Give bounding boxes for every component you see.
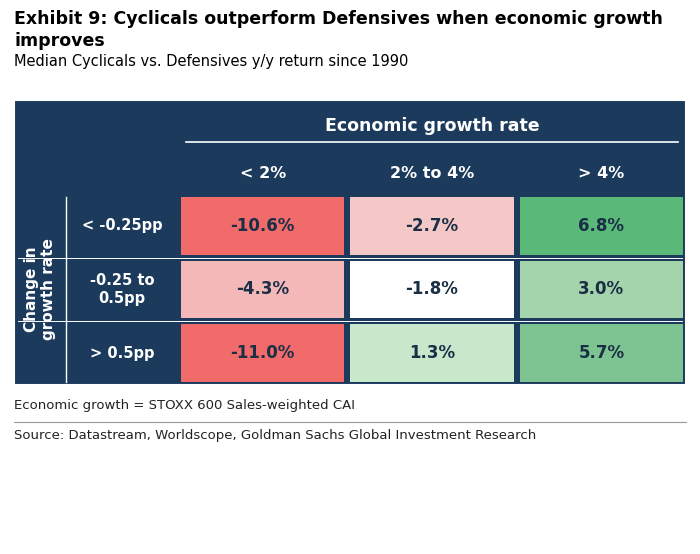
Bar — [14, 100, 686, 385]
Text: -11.0%: -11.0% — [230, 344, 295, 362]
Text: Median Cyclicals vs. Defensives y/y return since 1990: Median Cyclicals vs. Defensives y/y retu… — [14, 54, 408, 69]
Text: Exhibit 9: Cyclicals outperform Defensives when economic growth
improves: Exhibit 9: Cyclicals outperform Defensiv… — [14, 10, 663, 50]
Text: > 0.5pp: > 0.5pp — [90, 346, 154, 361]
Text: Change in
growth rate: Change in growth rate — [24, 239, 56, 341]
Bar — [181, 324, 344, 382]
Text: -1.8%: -1.8% — [405, 280, 458, 299]
Bar — [519, 324, 683, 382]
Bar — [181, 261, 344, 319]
Bar — [350, 324, 514, 382]
Bar — [519, 261, 683, 319]
Bar — [350, 261, 514, 319]
Text: Source: Datastream, Worldscope, Goldman Sachs Global Investment Research: Source: Datastream, Worldscope, Goldman … — [14, 429, 536, 442]
Text: 6.8%: 6.8% — [578, 217, 624, 235]
Text: 5.7%: 5.7% — [578, 344, 624, 362]
Bar — [14, 100, 686, 385]
Text: 3.0%: 3.0% — [578, 280, 624, 299]
Text: -4.3%: -4.3% — [236, 280, 289, 299]
Text: > 4%: > 4% — [578, 166, 624, 181]
Text: Economic growth rate: Economic growth rate — [325, 117, 539, 135]
Bar — [519, 197, 683, 255]
Text: < 2%: < 2% — [239, 166, 286, 181]
Text: -10.6%: -10.6% — [230, 217, 295, 235]
Bar — [181, 197, 344, 255]
Text: 1.3%: 1.3% — [409, 344, 455, 362]
Text: -0.25 to
0.5pp: -0.25 to 0.5pp — [90, 273, 154, 306]
Text: -2.7%: -2.7% — [405, 217, 458, 235]
Text: Economic growth = STOXX 600 Sales-weighted CAI: Economic growth = STOXX 600 Sales-weight… — [14, 399, 355, 412]
Bar — [350, 197, 514, 255]
Text: < -0.25pp: < -0.25pp — [82, 218, 162, 233]
Text: 2% to 4%: 2% to 4% — [390, 166, 474, 181]
